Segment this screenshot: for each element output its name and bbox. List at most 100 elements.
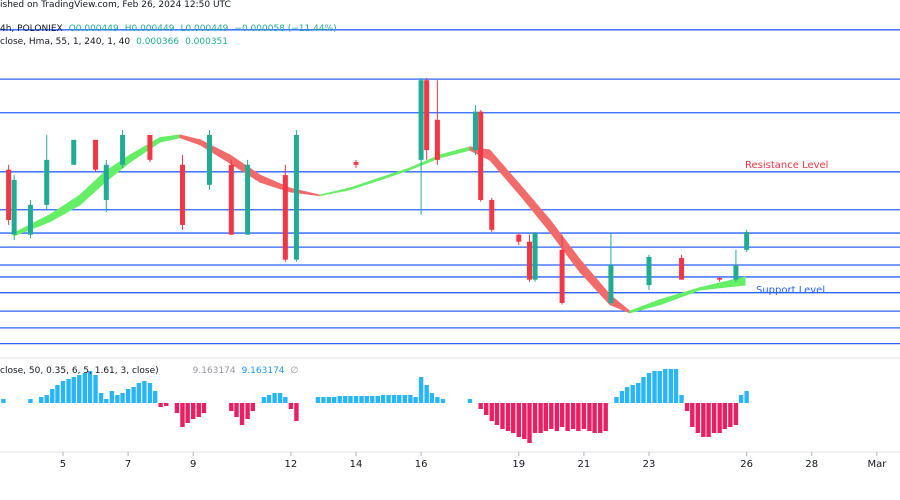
osc-bar: [636, 383, 641, 403]
x-tick-label: 7: [125, 459, 131, 470]
candle-body: [608, 265, 614, 303]
hma-ribbon: [199, 139, 231, 165]
osc-bar: [131, 387, 136, 403]
osc-value: 9.163174: [241, 366, 285, 376]
osc-bar: [630, 385, 635, 403]
x-tick-label: 21: [578, 459, 591, 470]
candle-body: [532, 233, 538, 280]
osc-bar: [120, 393, 125, 403]
osc-bar: [380, 395, 386, 403]
candle-body: [120, 134, 126, 165]
osc-bar: [494, 403, 500, 425]
candle-body: [478, 111, 484, 200]
candle-body: [516, 234, 522, 242]
osc-bar: [641, 377, 646, 403]
candle-body: [27, 204, 33, 235]
osc-bar: [701, 403, 706, 437]
ohlc-change: −0.000058 (−11.44%): [234, 24, 337, 34]
osc-bar: [478, 403, 483, 409]
candle-body: [11, 179, 17, 235]
x-tick-label: 23: [643, 459, 656, 470]
osc-bar: [266, 395, 272, 403]
osc-bar: [570, 403, 576, 429]
hma-ribbon: [519, 183, 551, 234]
hma-ribbon: [549, 218, 581, 274]
osc-bar: [467, 399, 473, 403]
osc-bar: [581, 403, 587, 429]
osc-bar: [549, 403, 554, 429]
osc-bar: [348, 396, 353, 403]
osc-bar: [115, 395, 120, 403]
osc-bar: [744, 391, 749, 403]
osc-bar: [657, 371, 662, 403]
osc-bar: [71, 377, 76, 403]
x-tick-label: 5: [60, 459, 66, 470]
osc-bar: [554, 403, 560, 431]
hma-ribbon: [49, 194, 81, 223]
osc-bar: [245, 403, 250, 419]
osc-bar: [489, 403, 494, 421]
osc-bar: [109, 391, 115, 403]
osc-bar: [136, 383, 142, 403]
candle-body: [245, 164, 251, 235]
osc-bar: [93, 375, 98, 403]
candle-body: [489, 199, 495, 230]
osc-bar: [158, 403, 163, 407]
candle-body: [733, 265, 739, 280]
osc-bar: [315, 397, 321, 403]
hma-ribbon: [159, 134, 181, 143]
candle-body: [293, 134, 299, 260]
osc-bar: [728, 403, 733, 427]
osc-bar: [147, 383, 153, 403]
osc-bar: [104, 399, 109, 403]
osc-bar: [77, 375, 82, 403]
osc-bar: [690, 403, 695, 427]
ohlc-high: H0.000449: [124, 24, 175, 34]
osc-bar: [668, 369, 674, 403]
candle-body: [353, 162, 359, 165]
osc-bar: [440, 399, 446, 403]
candle-body: [44, 159, 50, 205]
hma-value: 0.000366: [136, 37, 180, 47]
osc-bar: [98, 393, 104, 403]
osc-bar: [283, 397, 288, 403]
hma-value: 0.000351: [185, 37, 229, 47]
annotation: Support Level: [756, 285, 825, 296]
osc-bar: [559, 403, 565, 427]
hma-legend-text: close, Hma, 55, 1, 240, 1, 40: [0, 37, 131, 47]
osc-bar: [695, 403, 701, 433]
osc-bar: [532, 403, 538, 433]
candle-body: [717, 278, 723, 280]
candle-body: [434, 119, 440, 160]
osc-bar: [505, 403, 511, 431]
osc-bar: [38, 397, 44, 403]
hma-ribbon: [699, 276, 746, 291]
osc-bar: [375, 396, 381, 403]
x-tick-label: 9: [190, 459, 196, 470]
osc-bar: [673, 369, 679, 403]
osc-bar: [261, 397, 267, 403]
hma-ribbon: [129, 136, 161, 163]
osc-bar: [679, 395, 684, 403]
osc-bar: [28, 399, 33, 403]
osc-bar: [587, 403, 592, 431]
osc-bar: [180, 403, 185, 427]
symbol: 4h, POLONIEX: [0, 24, 63, 34]
osc-bar: [663, 369, 668, 403]
osc-bar: [191, 403, 196, 419]
candle-body: [71, 139, 77, 165]
candle-body: [679, 257, 685, 280]
osc-bar: [391, 395, 397, 403]
osc-bar: [614, 397, 619, 403]
osc-bar: [592, 403, 597, 433]
osc-bar: [408, 395, 413, 403]
osc-bar: [152, 391, 158, 403]
hma-ribbon: [349, 177, 381, 191]
hma-ribbon: [229, 154, 261, 184]
osc-bar: [722, 403, 728, 429]
osc-bar: [331, 397, 337, 403]
x-tick-label: 16: [415, 459, 428, 470]
osc-bar: [429, 393, 435, 403]
x-tick-label: 19: [512, 459, 525, 470]
osc-bar: [337, 396, 342, 403]
